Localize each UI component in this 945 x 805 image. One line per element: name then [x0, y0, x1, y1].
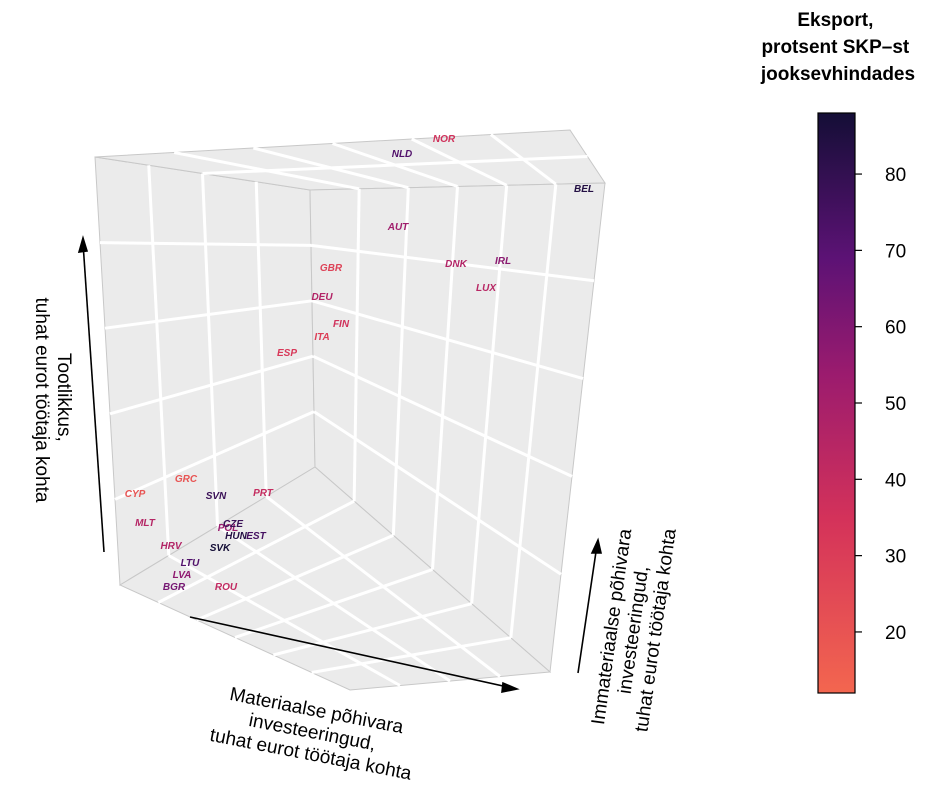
point-label-nld: NLD — [392, 149, 413, 160]
point-label-nor: NOR — [433, 134, 456, 145]
point-label-lux: LUX — [476, 283, 497, 294]
point-label-pol: POL — [218, 523, 239, 534]
colorbar: Eksport, protsent SKP–st jooksevhindades… — [760, 10, 915, 694]
left-grid-h — [109, 354, 314, 416]
y-axis-arrowhead — [590, 537, 603, 554]
left-grid-h — [104, 299, 313, 330]
y-axis-arrow — [577, 544, 598, 674]
point-label-est: EST — [246, 531, 266, 542]
right-grid-h — [311, 299, 584, 381]
colorbar-tick-label: 30 — [885, 547, 906, 568]
point-label-dnk: DNK — [445, 259, 467, 270]
y-axis-title: Immateriaalse põhivara investeeringud, t… — [588, 521, 681, 733]
colorbar-tick-label: 60 — [885, 318, 906, 339]
point-label-hrv: HRV — [160, 541, 182, 552]
point-label-lva: LVA — [173, 570, 192, 581]
x-axis-title: Materiaalse põhivara investeeringud, tuh… — [208, 682, 422, 785]
point-label-cyp: CYP — [125, 489, 146, 500]
panes — [94, 129, 606, 691]
colorbar-ticks: 20 30 40 50 60 70 80 — [855, 165, 906, 644]
left-grid-v — [254, 181, 268, 497]
point-label-mlt: MLT — [135, 518, 156, 529]
axis-arrows — [77, 235, 603, 693]
colorbar-tick-label: 40 — [885, 470, 906, 491]
point-label-grc: GRC — [175, 474, 198, 485]
point-label-esp: ESP — [277, 348, 297, 359]
data-points: NOR NLD BEL AUT DNK IRL LUX GBR DEU FIN ITA ESP CYP G… — [125, 134, 594, 593]
left-grid-v — [147, 165, 171, 556]
floor-grid-h — [196, 533, 394, 622]
point-label-svk: SVK — [210, 543, 231, 554]
left-grid-v — [201, 173, 219, 527]
colorbar-tick-label: 50 — [885, 394, 906, 415]
right-grid-v — [431, 186, 459, 570]
point-label-svn: SVN — [206, 491, 227, 502]
point-label-hun: HUN — [225, 531, 247, 542]
back-grid-h — [202, 155, 588, 175]
right-grid-v — [470, 185, 509, 604]
colorbar-tick-label: 70 — [885, 241, 906, 262]
point-label-gbr: GBR — [320, 263, 343, 274]
right-grid-v — [391, 187, 410, 536]
right-grid-h — [313, 410, 562, 576]
point-label-deu: DEU — [311, 292, 333, 303]
floor-grid-h — [157, 499, 355, 604]
point-label-ita: ITA — [314, 332, 329, 343]
point-label-irl: IRL — [495, 256, 511, 267]
x-axis-arrowhead — [501, 681, 520, 693]
point-label-prt: PRT — [253, 488, 274, 499]
floor-grid-h — [272, 602, 473, 657]
floor-grid-h — [311, 636, 512, 674]
point-label-ltu: LTU — [181, 558, 200, 569]
right-grid-h — [310, 243, 595, 283]
left-grid-h — [114, 410, 315, 501]
right-grid-v — [509, 184, 558, 638]
point-label-cze: CZE — [223, 519, 243, 530]
z-axis-title: Tootlikkus, tuhat eurot töötaja kohta — [31, 298, 74, 503]
colorbar-tick-label: 80 — [885, 165, 906, 186]
point-label-rou: ROU — [215, 582, 238, 593]
point-label-fin: FIN — [333, 319, 350, 330]
z-axis-arrowhead — [77, 235, 89, 253]
point-label-aut: AUT — [387, 222, 409, 233]
right-grid-v — [352, 188, 361, 502]
z-axis-arrow — [82, 242, 105, 553]
colorbar-tick-label: 20 — [885, 623, 906, 644]
point-label-bgr: BGR — [163, 582, 186, 593]
floor-grid-h — [234, 568, 433, 639]
left-grid-h — [99, 241, 312, 247]
colorbar-gradient — [817, 112, 856, 694]
point-label-bel: BEL — [574, 184, 594, 195]
x-axis-arrow — [189, 616, 513, 689]
right-grid-h — [312, 354, 573, 478]
colorbar-title: Eksport, protsent SKP–st jooksevhindades — [760, 10, 915, 85]
grid-lines — [99, 133, 595, 687]
